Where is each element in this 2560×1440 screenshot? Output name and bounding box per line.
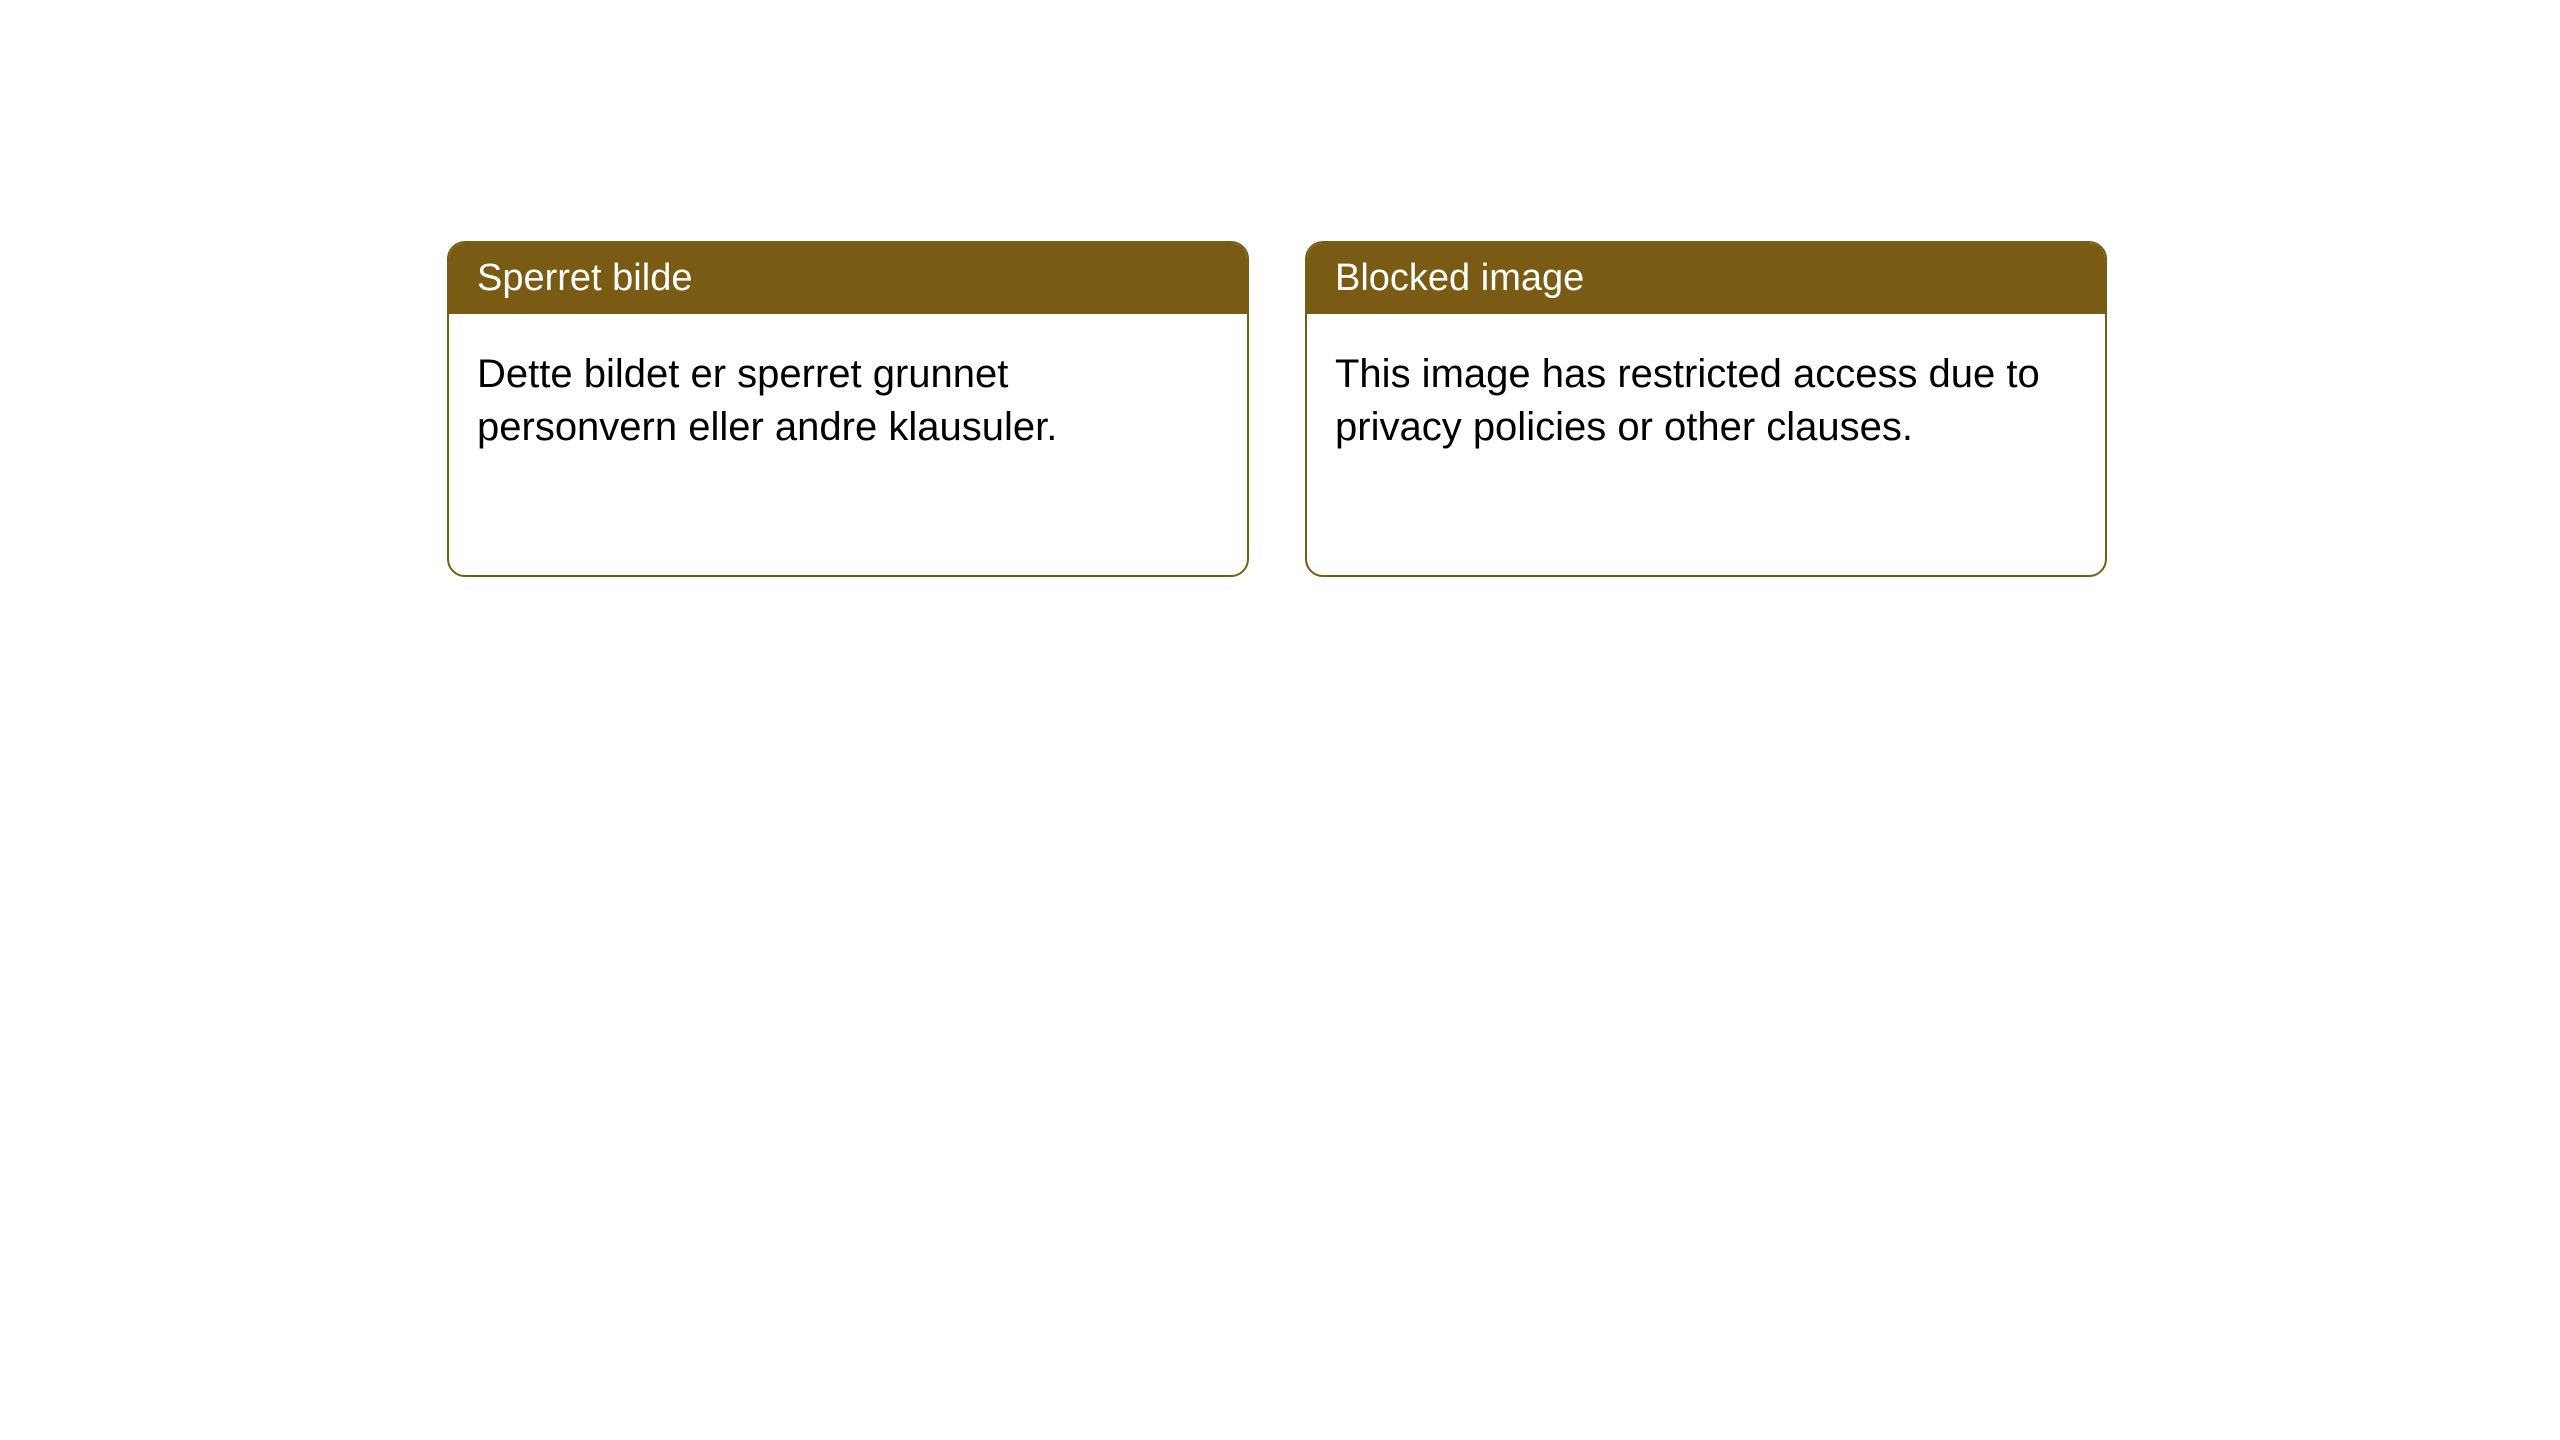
blocked-image-card-english: Blocked image This image has restricted … bbox=[1305, 241, 2107, 577]
blocked-image-card-norwegian: Sperret bilde Dette bildet er sperret gr… bbox=[447, 241, 1249, 577]
card-body-norwegian: Dette bildet er sperret grunnet personve… bbox=[449, 314, 1247, 488]
card-body-english: This image has restricted access due to … bbox=[1307, 314, 2105, 488]
card-header-english: Blocked image bbox=[1307, 243, 2105, 314]
cards-container: Sperret bilde Dette bildet er sperret gr… bbox=[447, 241, 2107, 577]
card-header-norwegian: Sperret bilde bbox=[449, 243, 1247, 314]
